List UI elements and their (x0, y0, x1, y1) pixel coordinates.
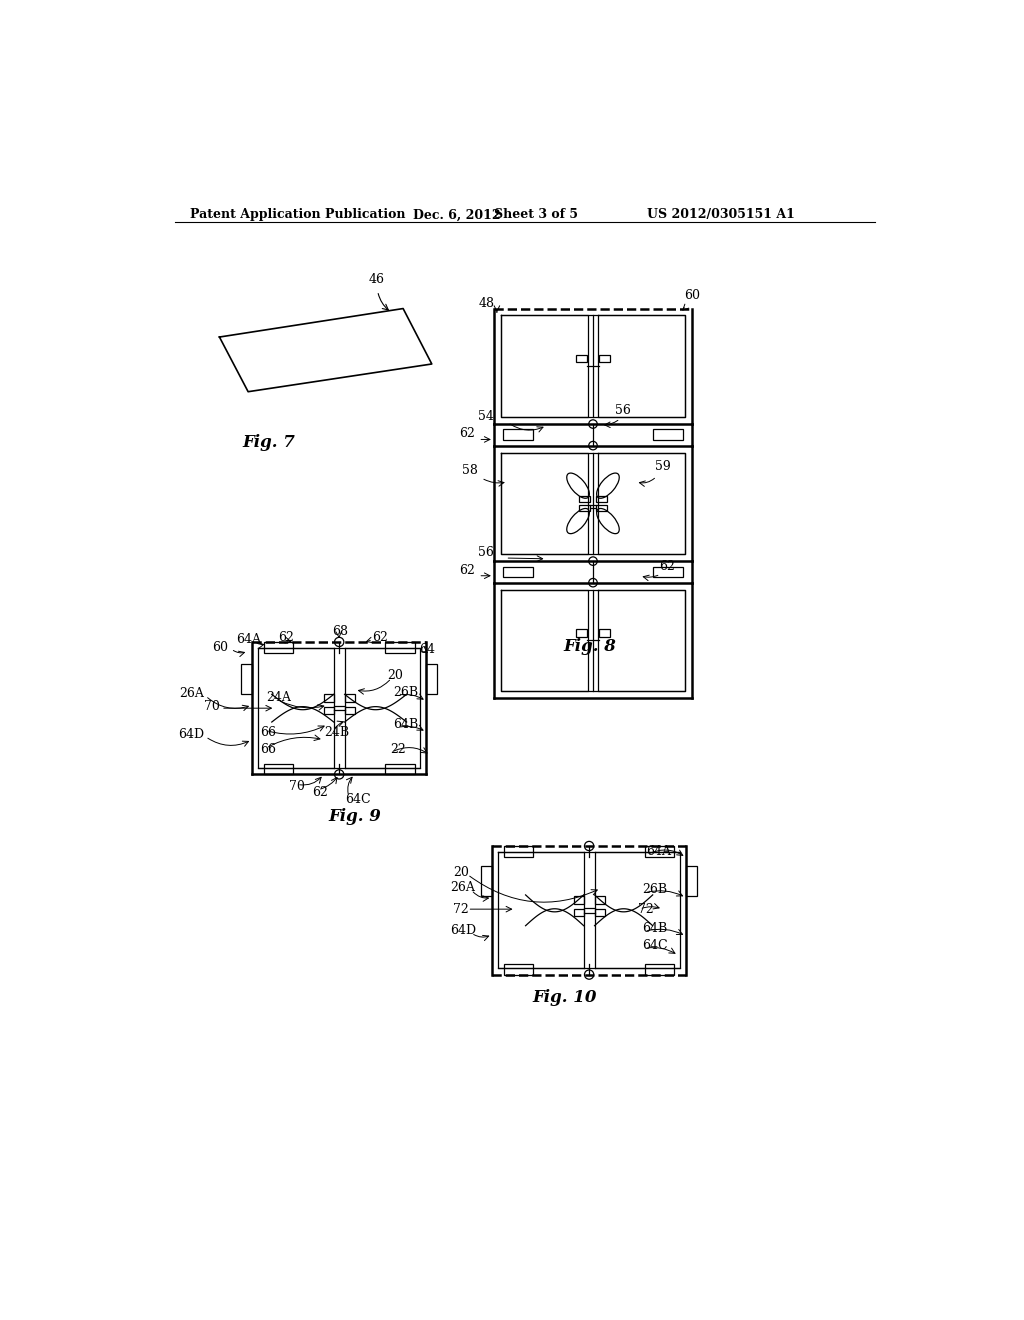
Bar (324, 694, 334, 702)
Circle shape (585, 970, 594, 979)
Bar (503, 429, 532, 441)
Text: Fig. 8: Fig. 8 (563, 638, 616, 655)
Bar (595, 896, 604, 904)
Text: 26B: 26B (393, 685, 418, 698)
Bar (241, 664, 252, 693)
Text: 64: 64 (419, 643, 434, 656)
Bar (599, 628, 610, 636)
Bar (503, 566, 532, 577)
Circle shape (335, 770, 344, 779)
Text: US 2012/0305151 A1: US 2012/0305151 A1 (647, 209, 795, 222)
Text: 66: 66 (260, 743, 275, 756)
Text: 62: 62 (311, 785, 328, 799)
Text: 64D: 64D (178, 727, 204, 741)
Text: Dec. 6, 2012: Dec. 6, 2012 (414, 209, 501, 222)
Bar (579, 496, 590, 502)
Text: 60: 60 (684, 289, 700, 302)
Bar (481, 866, 493, 896)
Bar (596, 496, 607, 502)
Text: 20: 20 (388, 669, 403, 682)
Text: 64C: 64C (345, 792, 371, 805)
Circle shape (335, 638, 344, 647)
Text: 64B: 64B (643, 921, 668, 935)
Text: 66: 66 (260, 726, 275, 739)
Text: 26A: 26A (179, 686, 204, 700)
Bar (653, 566, 683, 577)
Circle shape (589, 420, 597, 428)
Bar (575, 355, 587, 363)
Text: 56: 56 (614, 404, 631, 417)
Bar (504, 964, 534, 974)
Bar (573, 896, 584, 904)
Text: 64A: 64A (646, 845, 671, 858)
Bar (263, 642, 293, 653)
Text: 62: 62 (658, 561, 675, 573)
Text: 68: 68 (332, 624, 348, 638)
Text: 24A: 24A (266, 690, 291, 704)
Text: 62: 62 (460, 428, 475, 440)
Text: 24B: 24B (324, 726, 349, 739)
Text: 70: 70 (289, 780, 305, 793)
Bar (263, 763, 293, 775)
Bar (596, 506, 607, 511)
Text: 72: 72 (638, 903, 653, 916)
Text: 22: 22 (390, 743, 406, 756)
Circle shape (589, 557, 597, 565)
Text: Patent Application Publication: Patent Application Publication (190, 209, 406, 222)
Bar (573, 908, 584, 916)
Text: Fig. 7: Fig. 7 (243, 434, 296, 451)
Text: 64A: 64A (237, 634, 261, 647)
Text: 20: 20 (454, 866, 469, 879)
Text: Fig. 10: Fig. 10 (532, 989, 597, 1006)
Text: 54: 54 (478, 411, 494, 424)
Bar (595, 908, 604, 916)
Bar (426, 664, 437, 693)
Bar (385, 763, 415, 775)
Text: 56: 56 (478, 545, 494, 558)
Circle shape (589, 441, 597, 450)
Bar (324, 706, 334, 714)
Bar (385, 642, 415, 653)
Text: 62: 62 (460, 564, 475, 577)
Bar (645, 964, 675, 974)
Text: 26B: 26B (643, 883, 668, 896)
Text: 64D: 64D (451, 924, 476, 937)
Text: 58: 58 (463, 465, 478, 477)
Text: Fig. 9: Fig. 9 (328, 808, 381, 825)
Text: 26A: 26A (451, 880, 475, 894)
Text: 64B: 64B (393, 718, 418, 731)
Text: 70: 70 (204, 700, 219, 713)
Text: 62: 62 (372, 631, 388, 644)
Bar (575, 628, 587, 636)
Text: 62: 62 (279, 631, 294, 644)
Bar (645, 846, 675, 857)
Bar (345, 706, 354, 714)
Text: 72: 72 (454, 903, 469, 916)
Bar (686, 866, 697, 896)
Bar (579, 506, 590, 511)
Text: 60: 60 (212, 640, 227, 653)
Text: 46: 46 (369, 273, 384, 286)
Bar (653, 429, 683, 441)
Text: 64C: 64C (643, 939, 669, 952)
Text: 59: 59 (655, 461, 671, 474)
Text: 48: 48 (478, 297, 495, 310)
Text: Sheet 3 of 5: Sheet 3 of 5 (494, 209, 578, 222)
Bar (599, 355, 610, 363)
Circle shape (585, 841, 594, 850)
Circle shape (589, 578, 597, 587)
Bar (345, 694, 354, 702)
Bar (504, 846, 534, 857)
